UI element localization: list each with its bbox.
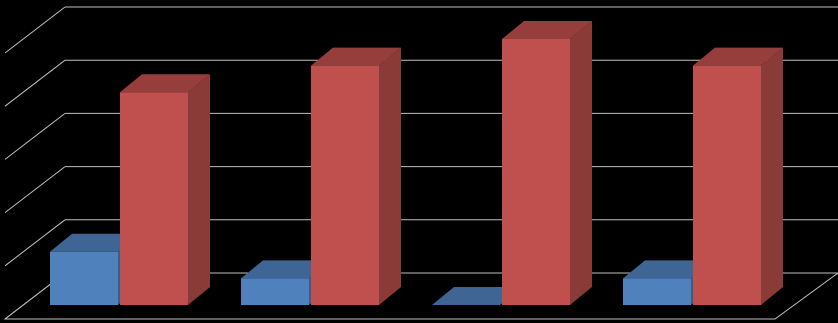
grid-line: [4, 6, 66, 54]
bar-front: [50, 251, 118, 305]
bar: [311, 47, 401, 305]
bar-side: [570, 21, 592, 305]
bar-front: [502, 39, 570, 305]
bar-top: [432, 287, 522, 305]
bar-front: [623, 278, 691, 305]
bar-top: [50, 233, 140, 252]
bar: [120, 74, 210, 305]
grid-line: [4, 219, 66, 267]
bar: [432, 287, 522, 305]
bar-top: [120, 74, 210, 93]
grid-line: [4, 59, 66, 107]
bar-front: [311, 65, 379, 305]
bar-top: [241, 260, 331, 279]
bar-top: [502, 21, 592, 39]
bar-front: [693, 65, 761, 305]
bar-side: [188, 74, 210, 305]
floor: [3, 272, 838, 320]
bar: [502, 21, 592, 305]
bar-top: [693, 47, 783, 66]
bar-front: [241, 278, 309, 305]
grid-line: [4, 166, 66, 213]
bar: [693, 47, 783, 305]
bar-top: [623, 260, 713, 279]
bar-side: [379, 47, 401, 305]
bar-front: [120, 92, 188, 305]
bar-side: [761, 47, 783, 305]
bar-top: [311, 47, 401, 66]
grid-line: [4, 113, 66, 160]
